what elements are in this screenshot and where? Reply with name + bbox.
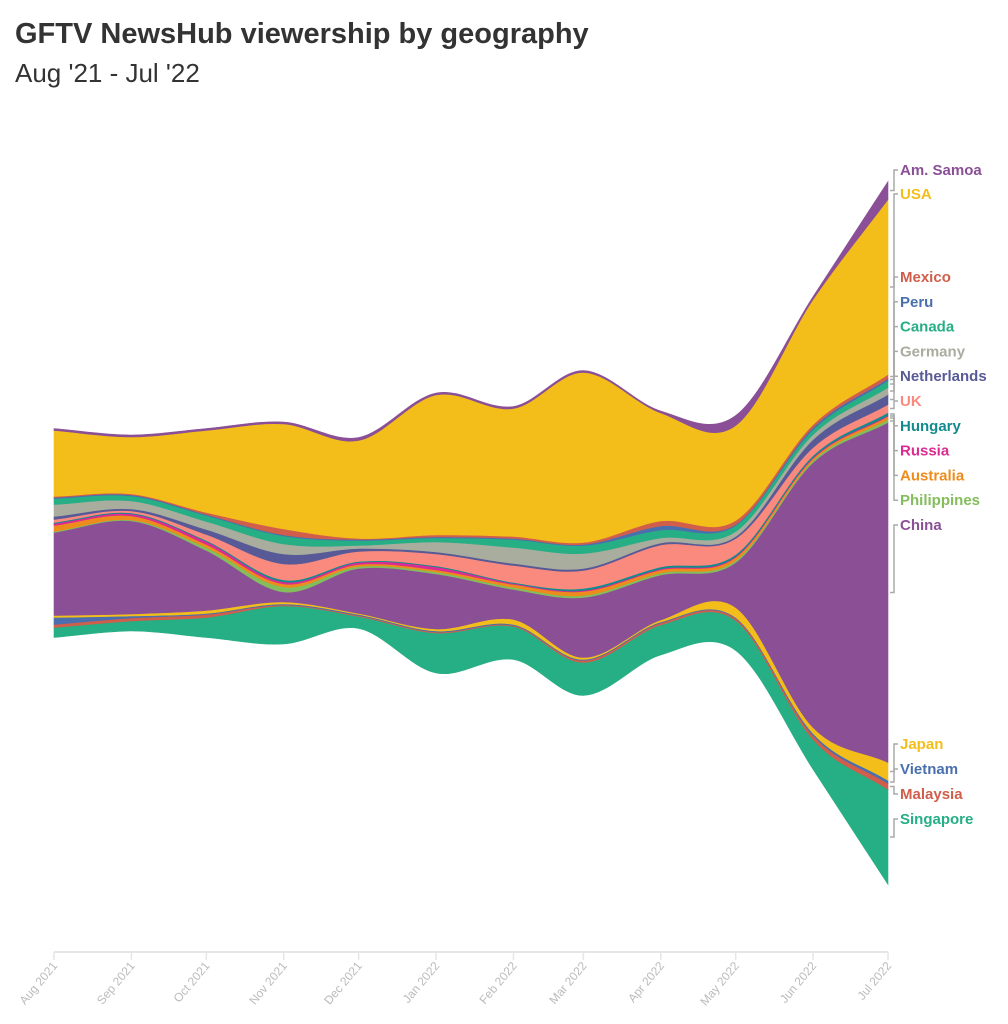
series-label: USA [900,186,932,203]
x-tick-label: Aug 2021 [17,959,61,1008]
label-connector [890,768,898,783]
series-label: Singapore [900,811,973,828]
series-label: Philippines [900,492,980,509]
x-tick-label: Dec 2021 [321,959,365,1008]
series-label: Canada [900,319,955,336]
chart-title: GFTV NewsHub viewership by geography [15,18,589,50]
label-connector [890,743,898,773]
label-connector [890,193,898,288]
x-axis: Aug 2021 Sep 2021 Oct 2021 Nov 2021 Dec 2021… [17,951,895,1009]
series-label: Mexico [900,269,951,286]
label-connector [890,818,898,838]
label-connector [890,524,898,594]
stream-usa [53,198,889,544]
x-tick-label: Apr 2022 [625,959,667,1006]
series-label: Netherlands [900,368,987,385]
label-connector [890,400,898,410]
label-connector [890,420,898,501]
series-label: UK [900,393,922,410]
x-tick-label: Sep 2021 [94,959,138,1008]
stream-am-samoa [53,180,889,442]
series-label: Am. Samoa [900,162,982,179]
series-label: Vietnam [900,761,958,778]
label-connector [890,375,898,401]
label-connector [890,169,898,192]
x-tick-label: Nov 2021 [246,959,290,1008]
series-label: Malaysia [900,786,963,803]
stream-areas [53,180,889,886]
series-label: Germany [900,343,966,360]
series-label: China [900,517,942,534]
x-tick-label: May 2022 [697,959,742,1009]
x-tick-label: Jun 2022 [777,959,820,1006]
x-tick-label: Oct 2021 [171,959,213,1006]
series-label: Japan [900,736,943,753]
series-label: Hungary [900,418,962,435]
x-tick-label: Mar 2022 [546,959,590,1007]
x-tick-label: Jul 2022 [854,959,894,1003]
label-connector [890,785,898,795]
series-label: Russia [900,443,950,460]
chart-subtitle: Aug '21 - Jul '22 [15,58,200,88]
label-connectors [890,169,898,838]
series-label: Australia [900,467,965,484]
label-connector [890,350,898,392]
series-labels: Am. Samoa USA Mexico Peru Canada Germany Nethe… [900,162,987,828]
x-tick-label: Feb 2022 [476,959,520,1007]
series-label: Peru [900,294,933,311]
x-tick-label: Jan 2022 [400,959,443,1006]
